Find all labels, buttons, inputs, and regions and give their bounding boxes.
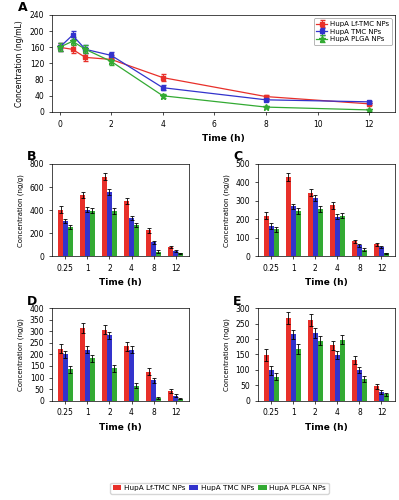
Bar [63,221,68,256]
Bar [58,348,63,401]
Bar [146,372,151,400]
Bar [264,216,269,256]
Bar [335,216,340,256]
Bar [129,218,134,256]
Bar [296,349,300,401]
Bar [58,210,63,256]
Bar [352,242,357,256]
Bar [330,345,335,401]
Bar [173,251,178,256]
Bar [269,226,274,256]
Bar [112,368,117,400]
Bar [308,192,313,256]
Bar [274,376,279,400]
Bar [379,247,384,256]
Bar [124,201,129,256]
Bar [352,360,357,401]
Bar [313,333,318,400]
Text: D: D [27,294,38,308]
Bar [178,399,183,400]
Bar [146,230,151,256]
Bar [374,244,379,256]
Bar [90,358,95,401]
Bar [318,340,323,400]
Bar [68,370,73,400]
Bar [384,254,389,256]
Bar [264,355,269,401]
Text: A: A [18,1,27,14]
Bar [68,227,73,256]
Bar [384,394,389,400]
Y-axis label: Concentration (ng/g): Concentration (ng/g) [223,174,230,246]
Text: C: C [233,150,242,164]
Bar [168,391,173,400]
Y-axis label: Concentration (ng/mL): Concentration (ng/mL) [15,20,24,107]
Bar [313,198,318,256]
Bar [357,370,362,400]
X-axis label: Time (h): Time (h) [305,423,348,432]
Bar [340,216,345,256]
Bar [173,396,178,400]
Bar [63,354,68,401]
Bar [90,210,95,256]
Bar [107,336,112,400]
Bar [168,247,173,256]
Bar [80,328,85,400]
Bar [286,318,291,400]
Text: E: E [233,294,241,308]
Bar [274,230,279,256]
Bar [80,195,85,256]
Y-axis label: Concentration (ng/g): Concentration (ng/g) [18,174,24,246]
Bar [102,176,107,256]
Bar [357,245,362,256]
Bar [85,350,90,401]
Bar [151,242,156,256]
Bar [134,386,139,400]
Bar [374,386,379,400]
Bar [362,250,367,256]
Text: B: B [27,150,37,164]
X-axis label: Time (h): Time (h) [305,278,348,287]
X-axis label: Time (h): Time (h) [202,134,245,143]
Bar [102,330,107,400]
Legend: HupA Lf-TMC NPs, HupA TMC NPs, HupA PLGA NPs: HupA Lf-TMC NPs, HupA TMC NPs, HupA PLGA… [110,483,329,494]
Bar [269,370,274,400]
Bar [156,398,161,400]
Bar [330,206,335,256]
Bar [124,346,129,401]
Bar [379,392,384,400]
Bar [286,177,291,256]
Bar [362,379,367,400]
Bar [151,380,156,400]
Bar [335,355,340,401]
Y-axis label: Concentration (ng/g): Concentration (ng/g) [18,318,24,391]
Bar [178,254,183,256]
Legend: HupA Lf-TMC NPs, HupA TMC NPs, HupA PLGA NPs: HupA Lf-TMC NPs, HupA TMC NPs, HupA PLGA… [314,18,391,45]
Bar [318,209,323,256]
Bar [112,212,117,256]
Bar [308,320,313,400]
X-axis label: Time (h): Time (h) [99,278,142,287]
Bar [291,334,296,400]
Bar [134,225,139,256]
Bar [291,206,296,256]
Y-axis label: Concentration (ng/g): Concentration (ng/g) [223,318,230,391]
Bar [156,252,161,256]
X-axis label: Time (h): Time (h) [99,423,142,432]
Bar [85,210,90,256]
Bar [340,340,345,400]
Bar [129,350,134,401]
Bar [107,192,112,256]
Bar [296,211,300,256]
